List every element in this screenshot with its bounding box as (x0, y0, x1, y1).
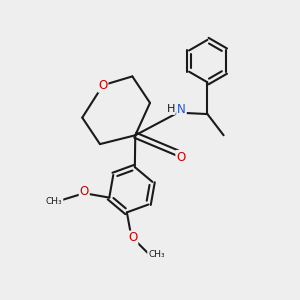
Text: CH₃: CH₃ (148, 250, 165, 259)
Text: CH₃: CH₃ (46, 196, 62, 206)
Text: N: N (177, 103, 186, 116)
Text: O: O (80, 185, 89, 198)
Text: O: O (98, 79, 107, 92)
Text: O: O (176, 151, 185, 164)
Text: O: O (128, 232, 137, 244)
Text: H: H (167, 104, 175, 114)
